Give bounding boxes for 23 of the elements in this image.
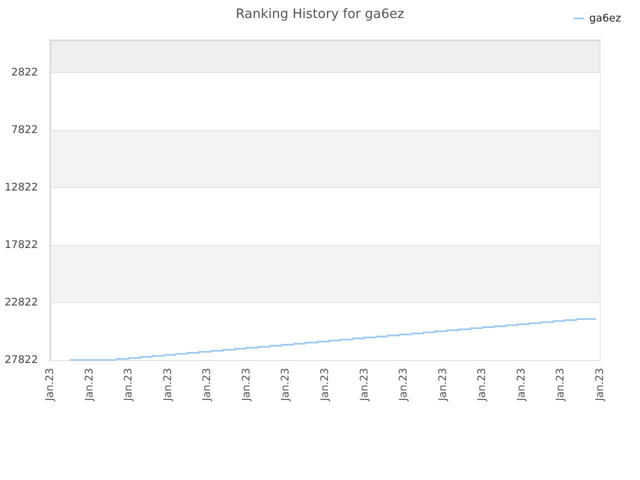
y-tick-label: 17822 — [4, 238, 38, 251]
y-tick-label: 7822 — [11, 124, 38, 136]
x-tick-label: Jan.23 — [476, 368, 488, 402]
x-tick-label: Jan.23 — [44, 368, 56, 402]
y-tick-label: 22822 — [4, 296, 38, 308]
y-tick-label: 12822 — [4, 181, 38, 194]
y-tick-label: 27822 — [4, 354, 38, 366]
x-tick-label: Jan.23 — [240, 368, 252, 402]
x-tick-label: Jan.23 — [83, 368, 96, 402]
legend-label: ga6ez — [589, 12, 622, 24]
x-tick-label: Jan.23 — [122, 368, 135, 402]
x-tick-label: Jan.23 — [594, 368, 606, 402]
chart-title: Ranking History for ga6ez — [236, 7, 404, 22]
x-tick-label: Jan.23 — [358, 368, 370, 402]
x-tick-label: Jan.23 — [201, 368, 214, 402]
x-tick-label: Jan.23 — [515, 368, 528, 402]
x-tick-label: Jan.23 — [162, 368, 174, 402]
x-tick-label: Jan.23 — [280, 368, 292, 402]
x-tick-label: Jan.23 — [398, 368, 410, 402]
x-tick-label: Jan.23 — [436, 368, 449, 402]
x-tick-label: Jan.23 — [554, 368, 567, 402]
x-tick-label: Jan.23 — [319, 368, 331, 402]
y-tick-label: 2822 — [11, 66, 38, 78]
